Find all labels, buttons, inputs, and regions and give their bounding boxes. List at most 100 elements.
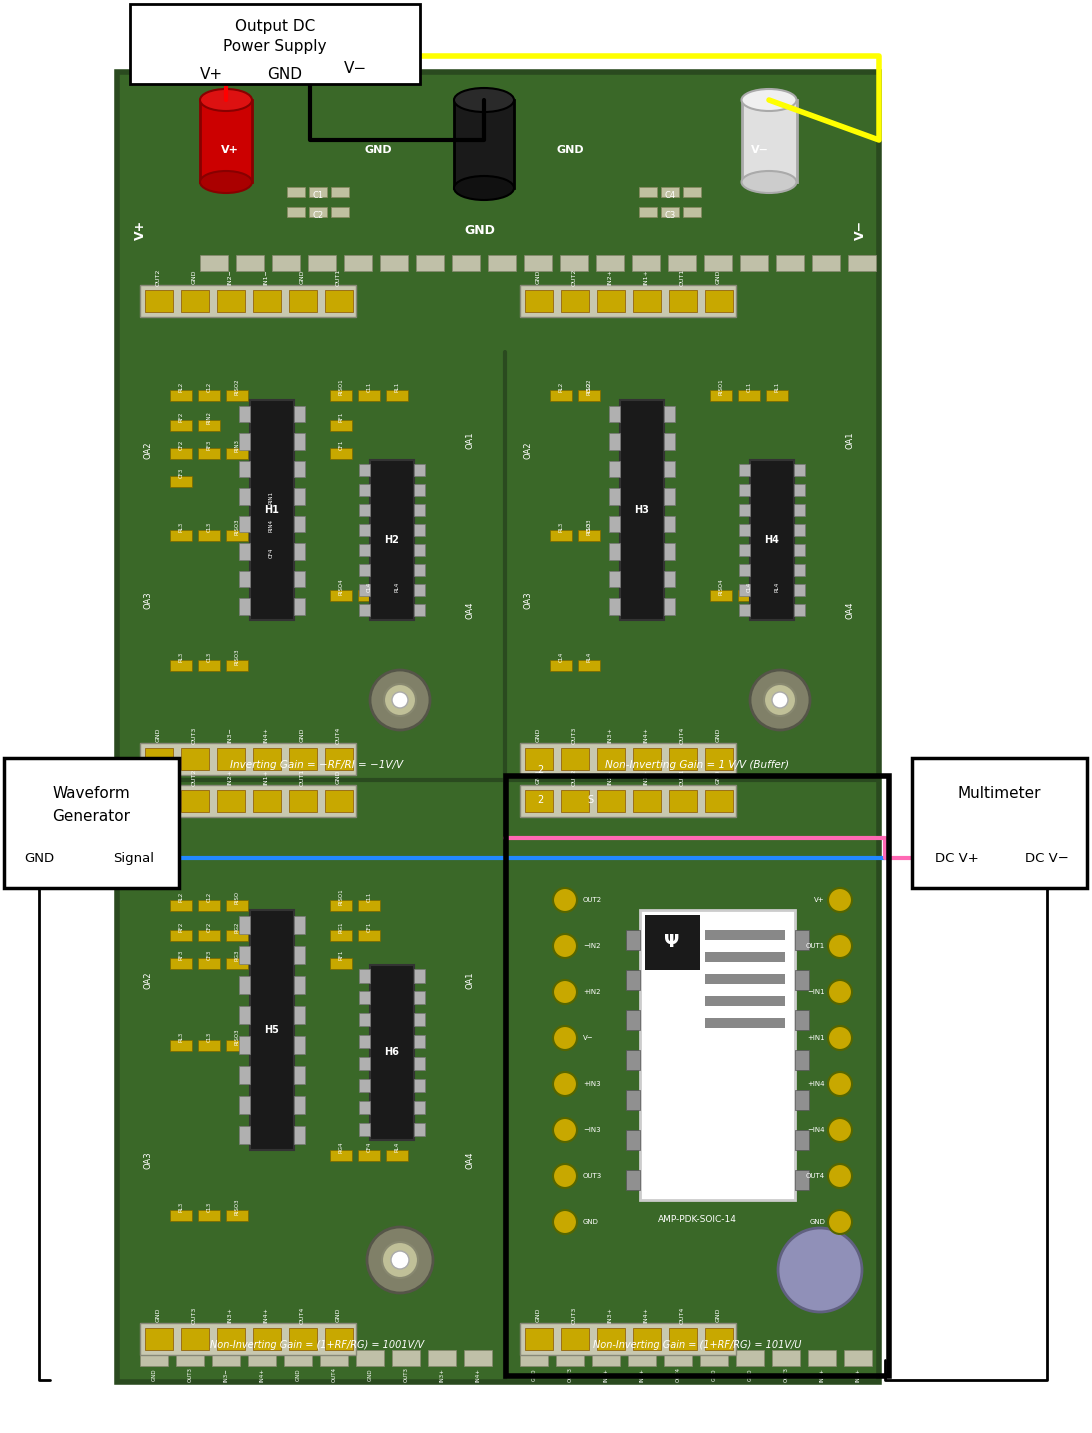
Text: OUT4: OUT4 [335, 727, 341, 744]
Text: RIN3: RIN3 [235, 438, 239, 451]
Bar [359, 1101, 370, 1113]
Text: Non-Inverting Gain = (1+RF/RG) = 1001V/V: Non-Inverting Gain = (1+RF/RG) = 1001V/V [210, 1340, 424, 1350]
Bar [669, 289, 697, 312]
Text: RISO3: RISO3 [235, 1198, 239, 1215]
Bar [284, 1350, 312, 1366]
Bar [140, 1323, 356, 1356]
Text: GND: GND [715, 1308, 721, 1323]
Bar [358, 590, 380, 600]
Bar [392, 1350, 420, 1366]
Bar [609, 433, 620, 450]
Bar [561, 289, 589, 312]
Bar [739, 464, 750, 476]
Bar [414, 545, 425, 556]
Bar [226, 390, 248, 401]
Bar [294, 1006, 305, 1025]
Bar [578, 530, 600, 542]
Text: OUT4: OUT4 [299, 1307, 305, 1324]
Text: Ψ: Ψ [664, 933, 679, 952]
Bar [170, 390, 192, 401]
Text: RF2: RF2 [178, 411, 183, 423]
Text: C1: C1 [312, 191, 323, 199]
Bar [739, 524, 750, 536]
Text: −IN4: −IN4 [807, 1126, 824, 1134]
Bar [795, 970, 809, 990]
Bar [253, 1328, 281, 1350]
Text: OUT4: OUT4 [332, 1367, 336, 1383]
Bar [626, 970, 640, 990]
Bar [626, 1050, 640, 1070]
Bar [181, 748, 209, 770]
Bar [794, 603, 805, 616]
Bar [626, 1010, 640, 1030]
Bar [294, 460, 305, 477]
Bar [294, 916, 305, 934]
Text: RG2: RG2 [235, 921, 239, 933]
Text: RL2: RL2 [178, 891, 183, 903]
Text: RISO4: RISO4 [719, 579, 724, 595]
Bar [359, 504, 370, 516]
Text: RL4: RL4 [774, 582, 780, 592]
Bar [609, 406, 620, 421]
Text: H3: H3 [634, 504, 650, 514]
Bar [226, 530, 248, 542]
Bar [488, 255, 517, 271]
Text: GND: GND [155, 728, 161, 742]
Bar [414, 969, 425, 983]
Text: IN4+: IN4+ [643, 1307, 649, 1323]
Bar [294, 1066, 305, 1083]
Circle shape [828, 1118, 852, 1142]
Text: GND: GND [299, 269, 305, 284]
Bar [414, 1013, 425, 1026]
Text: RG4: RG4 [339, 1141, 344, 1152]
Bar [145, 289, 173, 312]
Ellipse shape [200, 89, 252, 110]
Text: GND: GND [191, 269, 197, 284]
Bar [370, 460, 414, 620]
Bar [385, 390, 408, 401]
Bar [359, 484, 370, 496]
Text: OA1: OA1 [465, 972, 475, 989]
Bar [710, 390, 732, 401]
Text: CF3: CF3 [178, 467, 183, 479]
Text: RL4: RL4 [394, 582, 400, 592]
Text: IN3−: IN3− [227, 727, 233, 742]
Text: OUT1: OUT1 [679, 268, 685, 285]
Text: C2: C2 [312, 211, 323, 219]
Bar [294, 976, 305, 995]
Text: OUT3: OUT3 [783, 1367, 788, 1383]
Bar [812, 255, 840, 271]
Bar [260, 527, 282, 539]
Text: RISO3: RISO3 [235, 649, 239, 665]
Bar [739, 545, 750, 556]
Bar [359, 1035, 370, 1048]
Text: OUT3: OUT3 [191, 1307, 197, 1324]
Bar [705, 1017, 785, 1027]
Circle shape [370, 671, 430, 729]
Text: OUT1: OUT1 [806, 943, 824, 949]
Bar [170, 530, 192, 542]
Bar [330, 930, 352, 941]
Bar [217, 790, 245, 813]
Text: +IN4: +IN4 [807, 1080, 824, 1088]
Bar [609, 570, 620, 588]
Bar [359, 1058, 370, 1070]
Circle shape [828, 1209, 852, 1234]
Bar [609, 543, 620, 559]
Text: 1: 1 [157, 765, 163, 775]
Bar [239, 916, 250, 934]
Text: Power Supply: Power Supply [223, 39, 327, 53]
Text: IN4+: IN4+ [640, 1369, 644, 1381]
Bar [664, 489, 675, 504]
Text: GND: GND [368, 1369, 372, 1381]
Bar [140, 785, 356, 817]
Bar [140, 742, 356, 775]
Text: GND: GND [152, 1369, 156, 1381]
Text: RL1: RL1 [774, 381, 780, 393]
Text: H5: H5 [264, 1025, 280, 1035]
Bar [705, 1328, 733, 1350]
Bar [633, 289, 661, 312]
Bar [705, 996, 785, 1006]
Bar [294, 598, 305, 615]
Text: CL2: CL2 [206, 381, 212, 393]
